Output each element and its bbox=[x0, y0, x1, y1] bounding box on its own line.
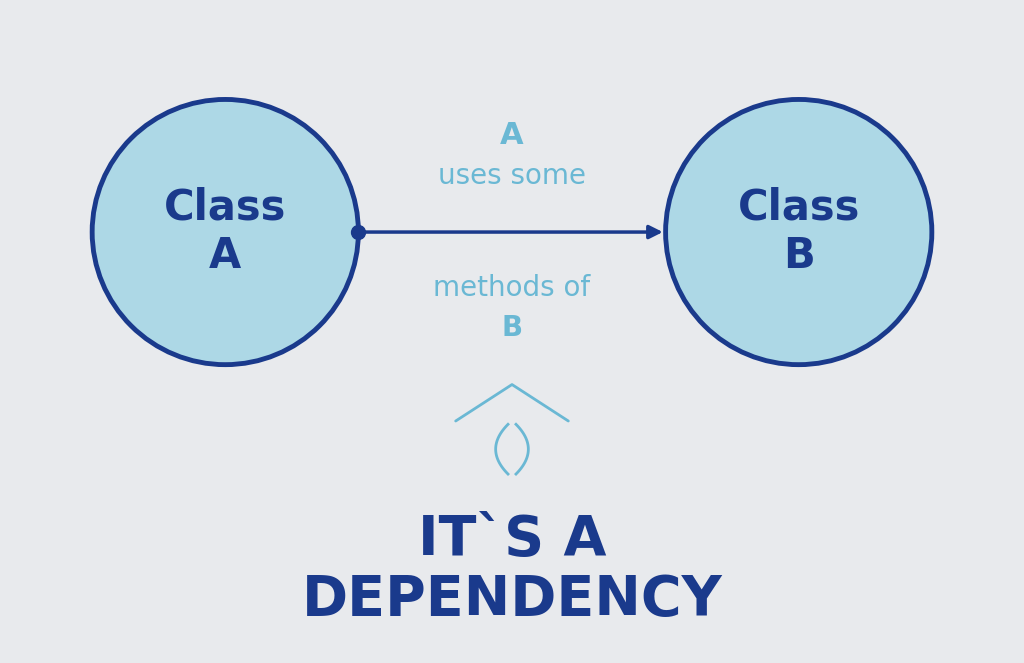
Ellipse shape bbox=[92, 99, 358, 365]
Text: Class
A: Class A bbox=[164, 187, 287, 277]
Ellipse shape bbox=[666, 99, 932, 365]
Text: DEPENDENCY: DEPENDENCY bbox=[302, 573, 722, 627]
Text: IT`S A: IT`S A bbox=[418, 513, 606, 568]
Text: Class
B: Class B bbox=[737, 187, 860, 277]
Text: uses some: uses some bbox=[438, 162, 586, 190]
Text: methods of: methods of bbox=[433, 274, 591, 302]
Text: A: A bbox=[500, 121, 524, 151]
Text: B: B bbox=[502, 314, 522, 342]
